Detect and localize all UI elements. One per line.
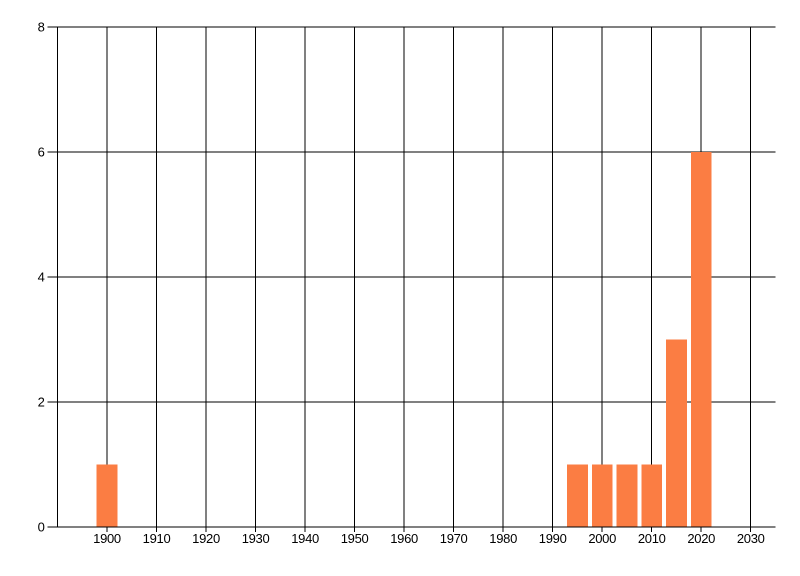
x-tick-label-2020: 2020 [687,531,715,546]
bar-1995 [567,464,588,527]
x-tick-label-1910: 1910 [143,531,171,546]
x-tick-label-1920: 1920 [192,531,220,546]
x-tick-label-2010: 2010 [638,531,666,546]
y-tick-label-8: 8 [38,20,45,35]
y-tick-label-6: 6 [38,145,45,160]
x-tick-label-1960: 1960 [390,531,418,546]
y-tick-label-2: 2 [38,395,45,410]
x-tick-label-1990: 1990 [539,531,567,546]
x-tick-label-2000: 2000 [588,531,616,546]
bar-2020 [690,152,712,527]
bar-2010 [641,464,663,527]
y-tick-label-0: 0 [38,520,45,535]
x-tick-label-1970: 1970 [440,531,468,546]
x-tick-label-1900: 1900 [93,531,121,546]
bar-2005 [616,464,638,527]
y-tick-label-4: 4 [38,270,45,285]
bar-2000 [591,464,613,527]
x-tick-label-1930: 1930 [242,531,270,546]
x-tick-label-1950: 1950 [341,531,369,546]
bar-2015 [666,339,687,527]
x-tick-label-1940: 1940 [291,531,319,546]
bar-1900 [96,464,118,527]
x-tick-label-2030: 2030 [737,531,765,546]
x-tick-label-1980: 1980 [489,531,517,546]
